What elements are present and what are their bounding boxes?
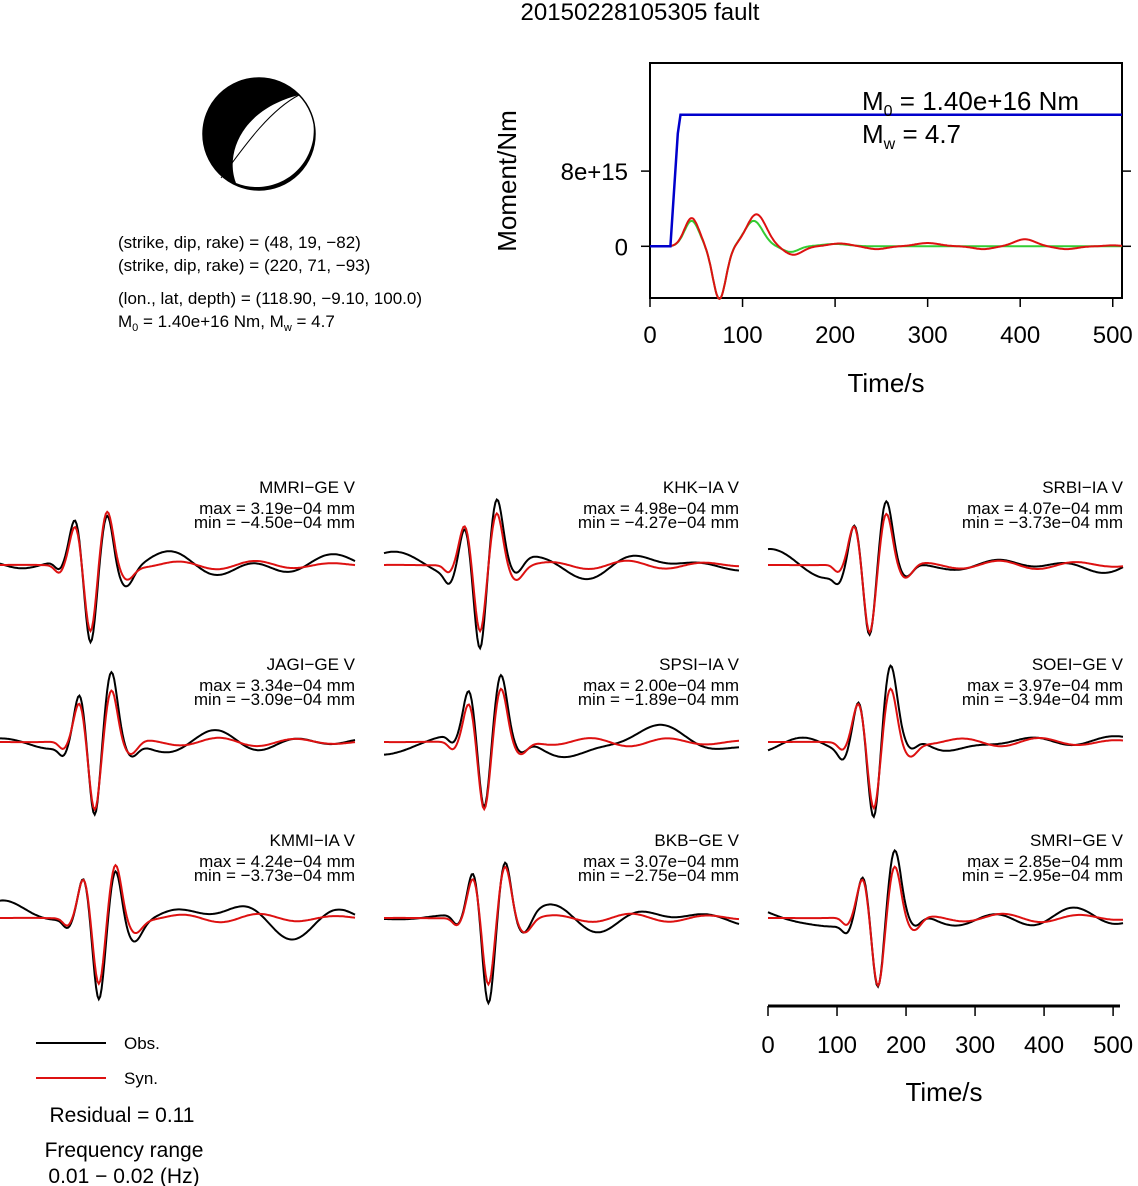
station-name: SOEI−GE V (1032, 655, 1124, 674)
frequency-range-title: Frequency range (45, 1139, 204, 1162)
synthetic-trace (768, 687, 1124, 811)
station-min: min = −3.09e−04 mm (194, 690, 355, 709)
moment-axes: 0 100 200 300 400 500 0 8e+15 (561, 159, 1133, 349)
waveform-time-axis: 0 100 200 300 400 500 (761, 1004, 1133, 1059)
station-min: min = −2.95e−04 mm (962, 866, 1123, 885)
station-min: min = −1.89e−04 mm (578, 690, 739, 709)
observed-trace (383, 498, 740, 651)
legend-obs-label: Obs. (124, 1034, 160, 1053)
source-location: (lon., lat, depth) = (118.90, −9.10, 100… (118, 289, 422, 308)
station-max: max = 4.07e−04 mm (967, 499, 1123, 518)
station-name: KMMI−IA V (270, 831, 356, 850)
observed-trace (384, 673, 740, 810)
synthetic-trace (0, 863, 356, 986)
station-min: min = −3.94e−04 mm (962, 690, 1123, 709)
waveform-xtick-label: 100 (817, 1032, 857, 1059)
nodal-plane-1: (strike, dip, rake) = (48, 19, −82) (118, 233, 361, 252)
station-min: min = −3.73e−04 mm (194, 866, 355, 885)
station-max: max = 4.24e−04 mm (199, 852, 355, 871)
moment-plot-frame (649, 62, 1123, 299)
station-max: max = 3.19e−04 mm (199, 499, 355, 518)
station-name: KHK−IA V (663, 478, 740, 497)
moment-mw-annotation: Mw = 4.7 (862, 119, 961, 153)
waveform-xtick-label: 500 (1093, 1032, 1133, 1059)
moment-series-group (650, 113, 1122, 301)
moment-line (650, 113, 1122, 248)
synthetic-trace (0, 510, 356, 634)
station-max: max = 2.85e−04 mm (967, 852, 1123, 871)
moment-xtick-label: 500 (1093, 322, 1133, 349)
waveform-xtick-label: 0 (761, 1032, 774, 1059)
station-name: SRBI−IA V (1042, 478, 1123, 497)
legend: Obs. Syn. (36, 1034, 160, 1088)
moment-ytick-label: 0 (615, 234, 628, 261)
station-min: min = −2.75e−04 mm (578, 866, 739, 885)
observed-trace (767, 848, 1124, 989)
station-max: max = 3.07e−04 mm (583, 852, 739, 871)
moment-ylabel: Moment/Nm (492, 110, 522, 252)
residual-text: Residual = 0.11 (50, 1104, 195, 1127)
observed-trace (384, 861, 740, 1006)
frequency-range-value: 0.01 − 0.02 (Hz) (48, 1165, 199, 1186)
beachball (202, 77, 316, 191)
station-name: SMRI−GE V (1030, 831, 1124, 850)
station-min: min = −4.27e−04 mm (578, 513, 739, 532)
observed-trace (0, 514, 356, 645)
figure-title: 20150228105305 fault (521, 0, 760, 26)
nodal-plane-2: (strike, dip, rake) = (220, 71, −93) (118, 256, 370, 275)
moment-xtick-label: 400 (1000, 322, 1040, 349)
station-max: max = 4.98e−04 mm (583, 499, 739, 518)
moment-rate-line (650, 213, 1122, 301)
station-min: min = −3.73e−04 mm (962, 513, 1123, 532)
station-name: JAGI−GE V (267, 655, 356, 674)
waveform-xtick-label: 300 (955, 1032, 995, 1059)
waveform-xtick-label: 400 (1024, 1032, 1064, 1059)
observed-trace (767, 664, 1124, 819)
synthetic-trace (384, 687, 740, 812)
waveform-xtick-label: 200 (886, 1032, 926, 1059)
moment-ytick-label: 8e+15 (561, 159, 628, 186)
moment-xlabel: Time/s (847, 368, 924, 398)
synthetic-trace (384, 511, 740, 634)
station-max: max = 2.00e−04 mm (583, 676, 739, 695)
source-moment: M0 = 1.40e+16 Nm, Mw = 4.7 (118, 312, 335, 334)
synthetic-trace (0, 689, 356, 812)
moment-xtick-label: 0 (643, 322, 656, 349)
synthetic-trace (768, 512, 1124, 635)
synthetic-trace (768, 865, 1124, 988)
station-name: SPSI−IA V (659, 655, 740, 674)
station-max: max = 3.34e−04 mm (199, 676, 355, 695)
waveform-xlabel: Time/s (905, 1077, 982, 1107)
station-max: max = 3.97e−04 mm (967, 676, 1123, 695)
moment-xtick-label: 200 (815, 322, 855, 349)
station-name: BKB−GE V (654, 831, 739, 850)
station-name: MMRI−GE V (259, 478, 356, 497)
moment-xtick-label: 300 (908, 322, 948, 349)
moment-rate-line (650, 219, 1122, 301)
synthetic-trace (384, 865, 740, 987)
observed-trace (0, 869, 356, 1002)
moment-xtick-label: 100 (723, 322, 763, 349)
moment-m0-annotation: M0 = 1.40e+16 Nm (862, 86, 1079, 120)
legend-syn-label: Syn. (124, 1069, 158, 1088)
station-min: min = −4.50e−04 mm (194, 513, 355, 532)
